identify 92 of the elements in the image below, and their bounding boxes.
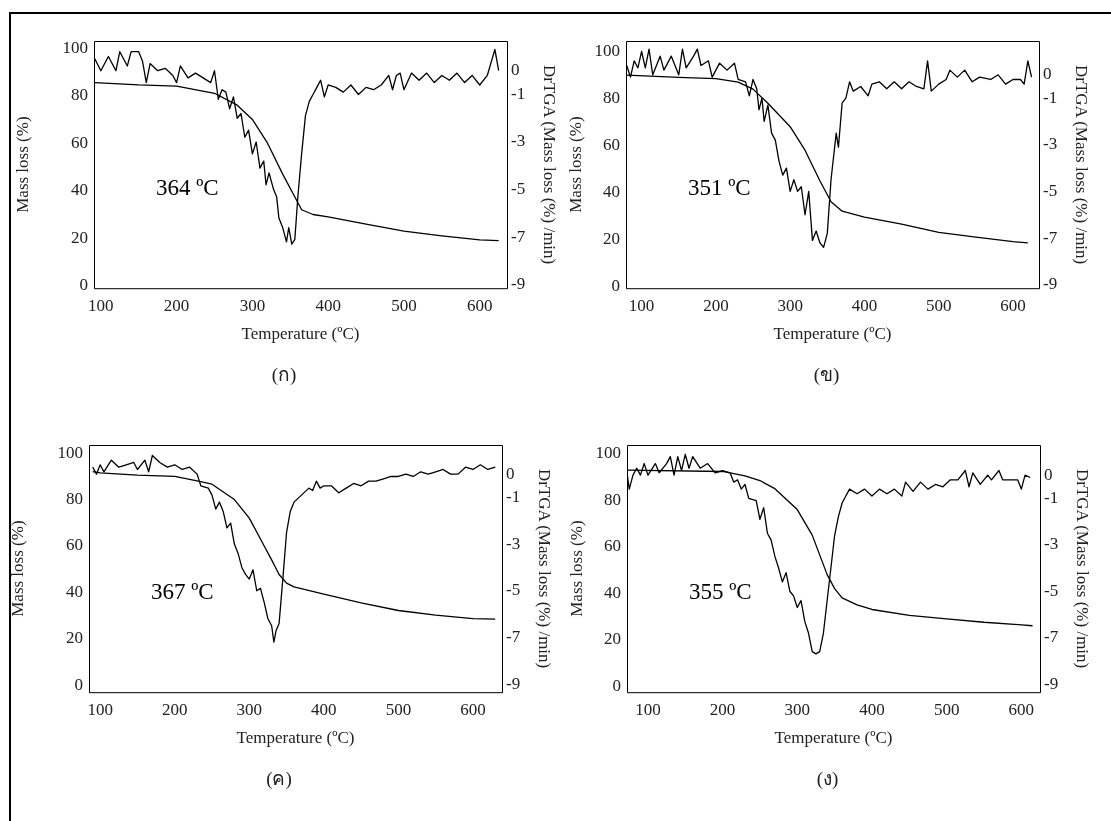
y-tick-label: 0 [74, 674, 83, 694]
x-tick-label: 400 [851, 295, 878, 315]
y-axis-title: Mass loss (%) [7, 520, 27, 617]
y2-axis-title: DrTGA (Mass loss (%) /min) [540, 64, 560, 265]
y-tick-label: 40 [71, 180, 88, 200]
x-axis-title: Temperature (ºC) [241, 324, 360, 344]
y2-tick-label: -1 [506, 486, 521, 506]
y2-tick-label: -5 [511, 179, 526, 199]
text: (ข) [812, 363, 841, 387]
y-tick-label: 40 [604, 582, 621, 602]
y2-tick-label: -9 [511, 274, 526, 294]
y-axis-title: Mass loss (%) [566, 520, 586, 617]
y2-tick-label: 0 [506, 463, 515, 483]
y-tick-label: 20 [71, 227, 88, 247]
text: (ก) [270, 363, 298, 387]
y2-tick-label: -3 [511, 131, 526, 151]
annotation: 367 ºC [150, 579, 214, 605]
y2-tick-label: -1 [1043, 87, 1058, 107]
x-tick-label: 600 [460, 699, 486, 719]
x-tick-label: 100 [635, 699, 661, 719]
y2-tick-label: -7 [1043, 227, 1058, 247]
y2-tick-label: -5 [506, 580, 521, 600]
y2-tick-label: -1 [1044, 487, 1059, 507]
annotation: 355 ºC [688, 579, 752, 605]
x-tick-label: 100 [87, 699, 113, 719]
x-tick-label: 500 [391, 295, 417, 315]
y2-tick-label: -7 [511, 226, 526, 246]
text: (ค) [265, 767, 293, 791]
y2-axis-title: DrTGA (Mass loss (%) /min) [1072, 64, 1092, 265]
x-tick-label: 400 [311, 699, 337, 719]
annotation: 351 ºC [687, 175, 751, 201]
y2-tick-label: -1 [511, 83, 526, 103]
y-tick-label: 100 [594, 41, 620, 61]
y-tick-label: 20 [603, 228, 620, 248]
y2-tick-label: -9 [1043, 274, 1058, 294]
y-tick-label: 60 [604, 536, 621, 556]
y-tick-label: 100 [57, 442, 83, 462]
x-tick-label: 500 [925, 295, 952, 315]
y2-tick-label: 0 [1044, 464, 1053, 484]
y-tick-label: 80 [66, 489, 83, 509]
x-tick-label: 300 [236, 699, 263, 719]
y-tick-label: 0 [611, 275, 620, 295]
text: (ง) [815, 767, 840, 791]
x-tick-label: 400 [859, 699, 885, 719]
y-tick-label: 60 [71, 132, 88, 152]
y2-tick-label: -7 [1044, 627, 1059, 647]
y-tick-label: 80 [603, 87, 620, 107]
y-tick-label: 0 [79, 275, 88, 295]
x-tick-label: 500 [933, 699, 960, 719]
annotation: 364 ºC [155, 175, 219, 201]
y2-tick-label: -9 [506, 673, 521, 693]
x-tick-label: 100 [88, 295, 114, 315]
y2-axis-title: DrTGA (Mass loss (%) /min) [1073, 468, 1093, 669]
y2-tick-label: -5 [1043, 180, 1058, 200]
y2-tick-label: -5 [1044, 580, 1059, 600]
y-tick-label: 40 [603, 181, 620, 201]
x-tick-label: 200 [163, 295, 190, 315]
y-axis-title: Mass loss (%) [12, 116, 32, 213]
y2-tick-label: 0 [1043, 64, 1052, 84]
x-tick-label: 500 [385, 699, 412, 719]
x-tick-label: 200 [161, 699, 188, 719]
x-tick-label: 300 [777, 295, 803, 315]
y-tick-label: 40 [66, 581, 83, 601]
y2-tick-label: -7 [506, 626, 521, 646]
y-tick-label: 60 [66, 535, 83, 555]
y-tick-label: 100 [595, 443, 621, 463]
x-tick-label: 400 [315, 295, 341, 315]
y-tick-label: 0 [612, 675, 621, 695]
y-tick-label: 20 [604, 629, 621, 649]
y-axis-title: Mass loss (%) [565, 116, 585, 213]
x-tick-label: 300 [784, 699, 811, 719]
x-tick-label: 600 [1000, 295, 1026, 315]
x-axis-title: Temperature (ºC) [236, 728, 355, 748]
y-tick-label: 20 [66, 628, 83, 648]
y-tick-label: 80 [71, 85, 88, 105]
x-tick-label: 100 [628, 295, 655, 315]
y-tick-label: 100 [62, 37, 88, 57]
x-tick-label: 200 [703, 295, 729, 315]
x-axis-title: Temperature (ºC) [773, 324, 892, 344]
y-tick-label: 80 [604, 489, 621, 509]
y2-axis-title: DrTGA (Mass loss (%) /min) [535, 468, 555, 669]
y2-tick-label: 0 [511, 60, 520, 80]
y2-tick-label: -3 [506, 533, 521, 553]
y-tick-label: 60 [603, 134, 620, 154]
x-tick-label: 200 [709, 699, 736, 719]
y2-tick-label: -3 [1044, 534, 1059, 554]
y2-tick-label: -9 [1044, 673, 1059, 693]
x-tick-label: 300 [239, 295, 266, 315]
x-axis-title: Temperature (ºC) [774, 728, 893, 748]
x-tick-label: 600 [1008, 699, 1035, 719]
x-tick-label: 600 [466, 295, 493, 315]
y2-tick-label: -3 [1043, 134, 1058, 154]
